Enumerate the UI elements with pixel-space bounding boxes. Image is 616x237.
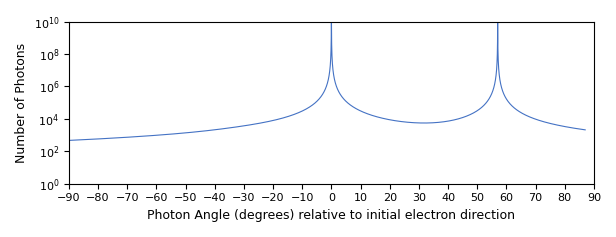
X-axis label: Photon Angle (degrees) relative to initial electron direction: Photon Angle (degrees) relative to initi… (147, 209, 516, 222)
Y-axis label: Number of Photons: Number of Photons (15, 43, 28, 163)
